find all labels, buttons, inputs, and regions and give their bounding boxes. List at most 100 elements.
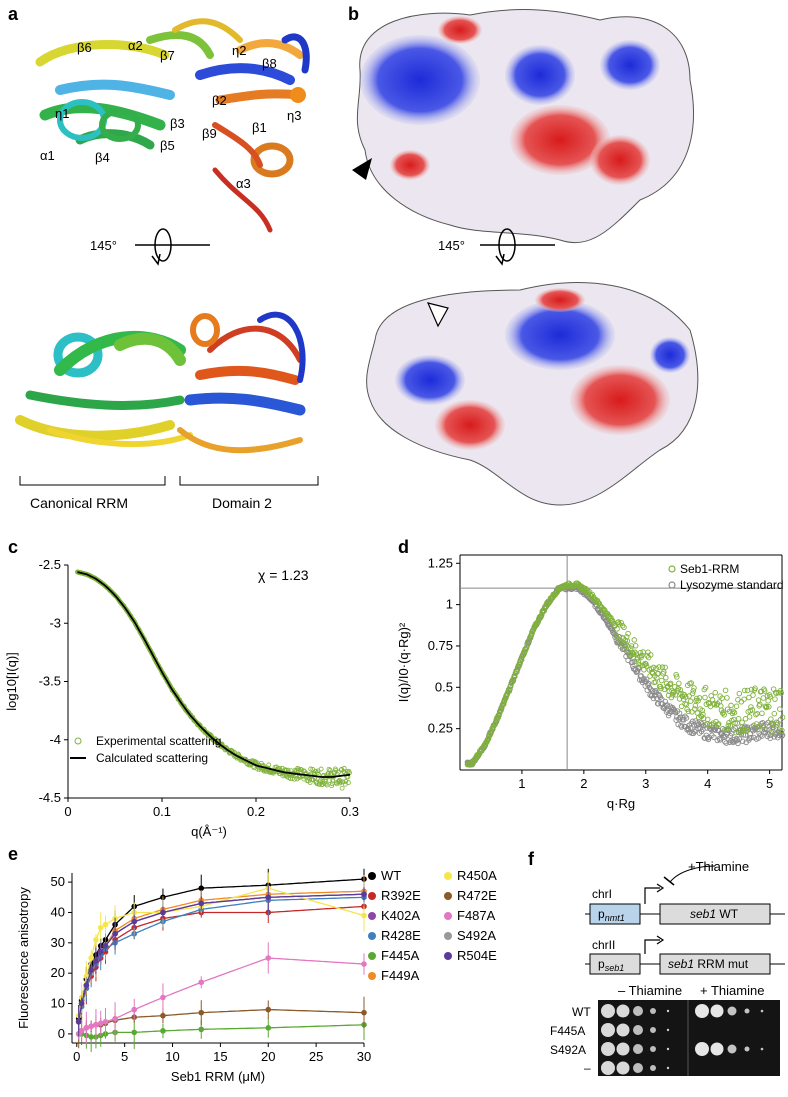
seb1-rrm-point <box>613 633 620 639</box>
legend-item: R428E <box>381 928 421 943</box>
seb1-rrm-point <box>656 664 662 670</box>
legend-item: F445A <box>381 948 420 963</box>
kratky-chart: 1 2 3 4 5 0.25 0.5 0.75 1 1.25 q·Rg I(q)/I0·(q·Rg)² <box>396 554 786 811</box>
ss-label: η1 <box>55 106 69 121</box>
ss-label: β5 <box>160 138 175 153</box>
seb1-rrm-point <box>688 680 694 686</box>
yeast-colony <box>666 1047 670 1051</box>
surface-bottom <box>366 282 699 506</box>
x-axis-label: q(Å⁻¹) <box>191 824 227 839</box>
experimental-point <box>326 766 332 772</box>
seb1-rrm-point <box>715 721 721 728</box>
lysozyme-point <box>650 695 657 702</box>
x-tick-label: 30 <box>357 1049 371 1064</box>
x-axis-label: Seb1 RRM (μM) <box>171 1069 265 1084</box>
seb1-rrm-point <box>659 664 666 670</box>
y-tick-label: -2.5 <box>39 557 61 572</box>
seb1-rrm-point <box>507 684 513 690</box>
data-point <box>83 1025 90 1031</box>
seb1-rrm-point <box>643 663 650 669</box>
x-tick-label: 0.2 <box>247 804 265 819</box>
seb1-rrm-point <box>704 716 711 723</box>
y-tick-label: 0 <box>58 1026 65 1041</box>
legend-swatch <box>368 932 376 940</box>
experimental-point <box>327 778 332 783</box>
y-tick-label: 0.5 <box>435 679 453 694</box>
lysozyme-point <box>748 734 754 741</box>
data-point <box>83 973 90 980</box>
legend-swatch <box>444 892 452 900</box>
legend-c: Experimental scattering Calculated scatt… <box>70 734 221 765</box>
data-point <box>112 930 118 937</box>
panel-d-label: d <box>398 537 409 557</box>
experimental-point <box>341 765 347 771</box>
seb1-rrm-point <box>518 656 524 662</box>
ss-label: β2 <box>212 93 227 108</box>
lysozyme-point <box>666 710 673 716</box>
ss-label: β1 <box>252 120 267 135</box>
y-tick-label: -4.5 <box>39 790 61 805</box>
seb1-rrm-point <box>687 698 694 704</box>
y-tick-label: 0.75 <box>428 638 453 653</box>
legend-item: R504E <box>457 948 497 963</box>
data-point <box>131 1029 138 1036</box>
lysozyme-point <box>664 702 670 708</box>
seb1-rrm-point <box>517 660 524 666</box>
seb1-rrm-point <box>691 706 698 712</box>
lysozyme-point <box>757 732 764 738</box>
fit-curve <box>78 893 364 1022</box>
seb1-rrm-point <box>686 693 692 699</box>
y-tick-label: 30 <box>51 935 65 950</box>
rotation-indicator-a: 145° <box>90 228 210 266</box>
x-tick-label: 1 <box>518 776 525 791</box>
lysozyme-point <box>634 668 641 674</box>
seb1-rrm-point <box>501 701 507 707</box>
x-tick-label: 0 <box>64 804 71 819</box>
seb1-rrm-point <box>639 652 645 659</box>
plus-thiamine-label: + Thiamine <box>700 983 764 998</box>
ss-label: β6 <box>77 40 92 55</box>
ss-label: β9 <box>202 126 217 141</box>
data-point <box>97 949 104 955</box>
seb1-rrm-point <box>608 615 614 621</box>
seb1-rrm-point <box>692 702 699 709</box>
y-axis-label: Fluorescence anisotropy <box>16 887 31 1029</box>
seb1-rrm-point <box>632 643 639 649</box>
yeast-spot <box>710 1004 724 1018</box>
seb1-rrm-point <box>668 694 675 701</box>
seb1-rrm-point <box>772 689 779 696</box>
yeast-spot <box>650 1065 656 1071</box>
seb1-rrm-point <box>515 664 521 671</box>
seb1-rrm-point <box>674 674 680 680</box>
x-tick-label: 2 <box>580 776 587 791</box>
yeast-spot <box>650 1046 656 1052</box>
chi-label: χ = 1.23 <box>258 567 309 583</box>
gene1-label: seb1 WT <box>690 907 739 921</box>
lysozyme-point <box>702 722 709 728</box>
fit-curve <box>78 893 364 1022</box>
seb1-rrm-point <box>759 710 765 717</box>
yeast-spot <box>760 1047 764 1051</box>
data-point <box>198 979 205 986</box>
lysozyme-point <box>682 713 688 720</box>
seb1-rrm-point <box>777 706 783 712</box>
ss-labels: β6 α2 β7 η2 β8 η1 β2 β3 η3 α1 β4 β5 β9 β… <box>40 38 301 191</box>
data-point <box>160 909 166 916</box>
seb1-rrm-point <box>723 726 730 733</box>
legend-swatch <box>368 872 376 880</box>
yeast-spot <box>633 1006 643 1016</box>
panel-b-label: b <box>348 4 359 24</box>
promoter-seb1-box <box>589 953 641 975</box>
surface-top <box>356 9 694 244</box>
x-tick-label: 5 <box>766 776 773 791</box>
legend-item: F449A <box>381 968 420 983</box>
yeast-spot <box>633 1063 643 1073</box>
yeast-spot <box>695 1042 709 1056</box>
seb1-rrm-point <box>662 664 668 671</box>
x-tick-label: 25 <box>309 1049 323 1064</box>
ss-label: η3 <box>287 108 301 123</box>
seb1-rrm-point <box>750 692 756 698</box>
lysozyme-point <box>689 718 696 725</box>
lysozyme-point <box>661 703 668 710</box>
